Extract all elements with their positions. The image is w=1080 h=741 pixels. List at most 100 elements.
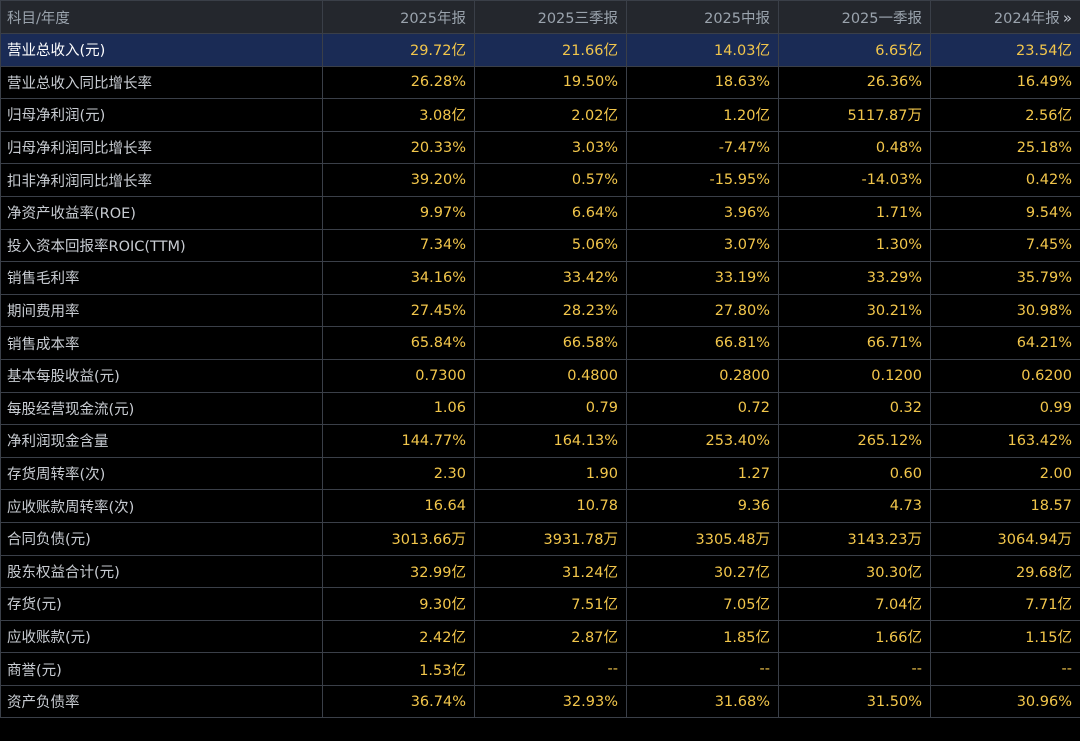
cell-value: 32.93% bbox=[474, 684, 627, 719]
cell-value: -- bbox=[474, 652, 627, 686]
column-header-label: 2025年报 bbox=[400, 10, 466, 27]
cell-value: 7.51亿 bbox=[474, 587, 627, 621]
column-header-label: 2025一季报 bbox=[841, 10, 922, 27]
more-columns-icon[interactable]: » bbox=[1062, 8, 1072, 27]
cell-value: 2.02亿 bbox=[474, 98, 627, 132]
column-header[interactable]: 2025年报 bbox=[322, 0, 475, 34]
row-label: 存货周转率(次) bbox=[0, 456, 323, 491]
row-label: 归母净利润(元) bbox=[0, 98, 323, 132]
table-row[interactable]: 应收账款周转率(次) 16.64 10.78 9.36 4.73 18.57 bbox=[0, 489, 1080, 523]
financial-indicators-table: 科目/年度 2025年报 2025三季报 2025中报 2025一季报 2024… bbox=[0, 0, 1080, 719]
column-header[interactable]: 2024年报» bbox=[930, 0, 1080, 34]
cell-value: 35.79% bbox=[930, 261, 1080, 295]
row-label: 股东权益合计(元) bbox=[0, 554, 323, 589]
cell-value: 9.97% bbox=[322, 195, 475, 230]
table-row[interactable]: 资产负债率 36.74% 32.93% 31.68% 31.50% 30.96% bbox=[0, 684, 1080, 719]
cell-value: 33.29% bbox=[778, 261, 931, 295]
cell-value: 39.20% bbox=[322, 163, 475, 197]
table-row[interactable]: 营业总收入(元) 29.72亿 21.66亿 14.03亿 6.65亿 23.54亿 bbox=[0, 33, 1080, 67]
cell-value: 3013.66万 bbox=[322, 521, 475, 556]
cell-value: 16.64 bbox=[322, 489, 475, 523]
table-row[interactable]: 股东权益合计(元) 32.99亿 31.24亿 30.27亿 30.30亿 29.68亿 bbox=[0, 554, 1080, 589]
table-row[interactable]: 商誉(元) 1.53亿 -- -- -- -- bbox=[0, 652, 1080, 686]
table-row[interactable]: 销售毛利率 34.16% 33.42% 33.19% 33.29% 35.79% bbox=[0, 261, 1080, 295]
row-label: 净资产收益率(ROE) bbox=[0, 195, 323, 230]
cell-value: 10.78 bbox=[474, 489, 627, 523]
cell-value: 28.23% bbox=[474, 293, 627, 328]
table-row[interactable]: 合同负债(元) 3013.66万 3931.78万 3305.48万 3143.23万 3… bbox=[0, 521, 1080, 556]
table-body: 营业总收入(元) 29.72亿 21.66亿 14.03亿 6.65亿 23.54亿 营业总… bbox=[0, 33, 1080, 719]
table-row[interactable]: 营业总收入同比增长率 26.28% 19.50% 18.63% 26.36% 16.49% bbox=[0, 65, 1080, 100]
table-row[interactable]: 存货周转率(次) 2.30 1.90 1.27 0.60 2.00 bbox=[0, 456, 1080, 491]
cell-value: 2.87亿 bbox=[474, 619, 627, 654]
table-row[interactable]: 基本每股收益(元) 0.7300 0.4800 0.2800 0.1200 0.6200 bbox=[0, 358, 1080, 393]
table-row[interactable]: 投入资本回报率ROIC(TTM) 7.34% 5.06% 3.07% 1.30% 7.45… bbox=[0, 228, 1080, 263]
cell-value: 0.1200 bbox=[778, 358, 931, 393]
cell-value: 18.63% bbox=[626, 65, 779, 100]
corner-header: 科目/年度 bbox=[0, 0, 323, 34]
cell-value: -14.03% bbox=[778, 163, 931, 197]
table-row[interactable]: 存货(元) 9.30亿 7.51亿 7.05亿 7.04亿 7.71亿 bbox=[0, 587, 1080, 621]
table-row[interactable]: 净资产收益率(ROE) 9.97% 6.64% 3.96% 1.71% 9.54% bbox=[0, 195, 1080, 230]
row-label: 销售成本率 bbox=[0, 326, 323, 360]
cell-value: 19.50% bbox=[474, 65, 627, 100]
cell-value: 4.73 bbox=[778, 489, 931, 523]
cell-value: 1.30% bbox=[778, 228, 931, 263]
cell-value: 0.42% bbox=[930, 163, 1080, 197]
cell-value: 30.27亿 bbox=[626, 554, 779, 589]
column-header[interactable]: 2025一季报 bbox=[778, 0, 931, 34]
cell-value: 0.32 bbox=[778, 391, 931, 426]
cell-value: 0.72 bbox=[626, 391, 779, 426]
cell-value: 1.20亿 bbox=[626, 98, 779, 132]
cell-value: 33.19% bbox=[626, 261, 779, 295]
column-header[interactable]: 2025三季报 bbox=[474, 0, 627, 34]
cell-value: 30.96% bbox=[930, 684, 1080, 719]
cell-value: 3.96% bbox=[626, 195, 779, 230]
table-row[interactable]: 归母净利润(元) 3.08亿 2.02亿 1.20亿 5117.87万 2.56亿 bbox=[0, 98, 1080, 132]
row-label: 净利润现金含量 bbox=[0, 424, 323, 458]
cell-value: 33.42% bbox=[474, 261, 627, 295]
cell-value: 0.57% bbox=[474, 163, 627, 197]
cell-value: 2.00 bbox=[930, 456, 1080, 491]
row-label: 应收账款周转率(次) bbox=[0, 489, 323, 523]
table-row[interactable]: 每股经营现金流(元) 1.06 0.79 0.72 0.32 0.99 bbox=[0, 391, 1080, 426]
cell-value: 164.13% bbox=[474, 424, 627, 458]
column-header-label: 2024年报 bbox=[993, 10, 1060, 27]
row-label: 销售毛利率 bbox=[0, 261, 323, 295]
cell-value: 1.90 bbox=[474, 456, 627, 491]
cell-value: -- bbox=[930, 652, 1080, 686]
table-row[interactable]: 应收账款(元) 2.42亿 2.87亿 1.85亿 1.66亿 1.15亿 bbox=[0, 619, 1080, 654]
cell-value: 31.68% bbox=[626, 684, 779, 719]
row-label: 投入资本回报率ROIC(TTM) bbox=[0, 228, 323, 263]
cell-value: 0.48% bbox=[778, 130, 931, 165]
cell-value: 0.60 bbox=[778, 456, 931, 491]
table-row[interactable]: 归母净利润同比增长率 20.33% 3.03% -7.47% 0.48% 25.18% bbox=[0, 130, 1080, 165]
cell-value: 14.03亿 bbox=[626, 33, 779, 67]
cell-value: 29.72亿 bbox=[322, 33, 475, 67]
cell-value: 7.71亿 bbox=[930, 587, 1080, 621]
cell-value: 5.06% bbox=[474, 228, 627, 263]
table-row[interactable]: 销售成本率 65.84% 66.58% 66.81% 66.71% 64.21% bbox=[0, 326, 1080, 360]
cell-value: 7.04亿 bbox=[778, 587, 931, 621]
cell-value: 27.45% bbox=[322, 293, 475, 328]
cell-value: 36.74% bbox=[322, 684, 475, 719]
table-row[interactable]: 扣非净利润同比增长率 39.20% 0.57% -15.95% -14.03% 0.42% bbox=[0, 163, 1080, 197]
row-label: 扣非净利润同比增长率 bbox=[0, 163, 323, 197]
table-row[interactable]: 净利润现金含量 144.77% 164.13% 253.40% 265.12% 163.4… bbox=[0, 424, 1080, 458]
column-header[interactable]: 2025中报 bbox=[626, 0, 779, 34]
header-row: 科目/年度 2025年报 2025三季报 2025中报 2025一季报 2024… bbox=[0, 0, 1080, 34]
row-label: 每股经营现金流(元) bbox=[0, 391, 323, 426]
cell-value: 0.7300 bbox=[322, 358, 475, 393]
cell-value: 16.49% bbox=[930, 65, 1080, 100]
cell-value: -- bbox=[626, 652, 779, 686]
table-row[interactable]: 期间费用率 27.45% 28.23% 27.80% 30.21% 30.98% bbox=[0, 293, 1080, 328]
cell-value: 3931.78万 bbox=[474, 521, 627, 556]
cell-value: 0.99 bbox=[930, 391, 1080, 426]
cell-value: 3.03% bbox=[474, 130, 627, 165]
cell-value: 29.68亿 bbox=[930, 554, 1080, 589]
row-label: 应收账款(元) bbox=[0, 619, 323, 654]
cell-value: 7.05亿 bbox=[626, 587, 779, 621]
row-label: 期间费用率 bbox=[0, 293, 323, 328]
cell-value: -- bbox=[778, 652, 931, 686]
cell-value: 3143.23万 bbox=[778, 521, 931, 556]
